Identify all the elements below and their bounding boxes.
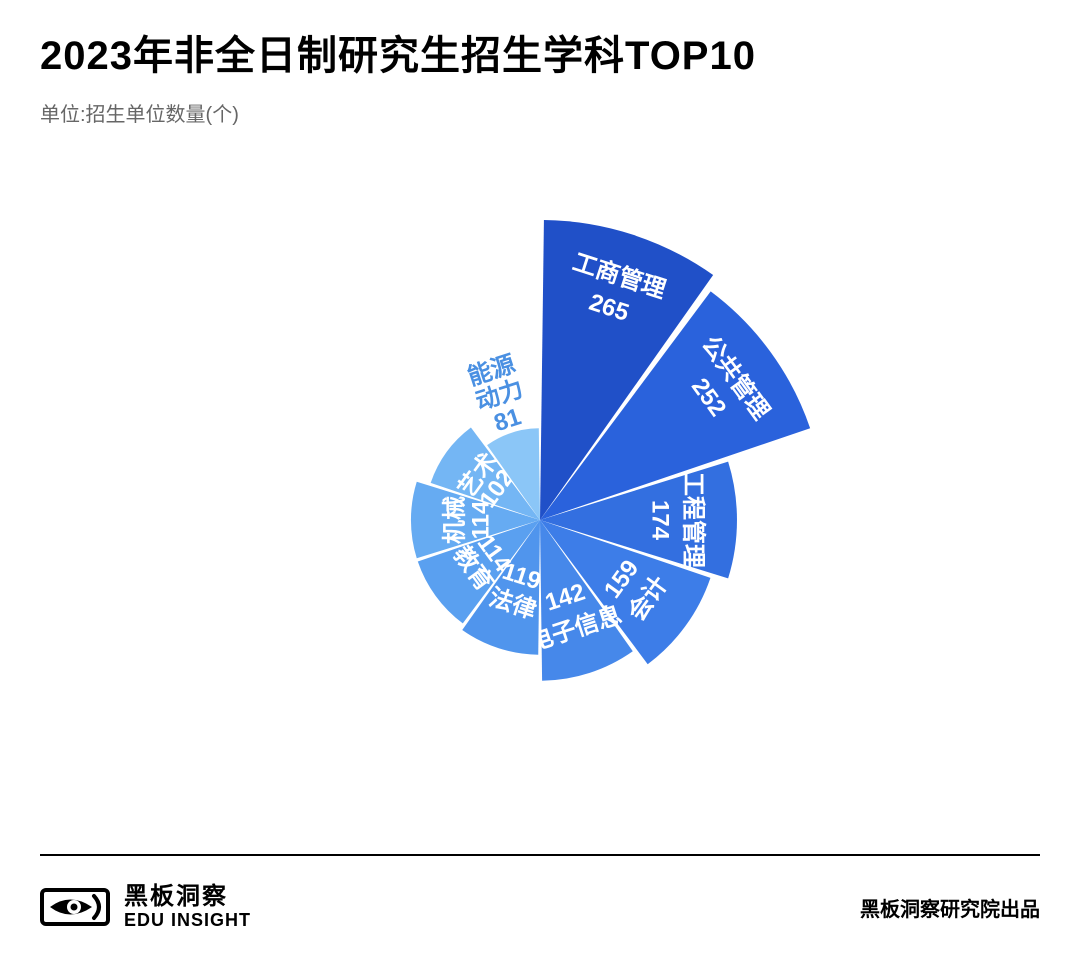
brand-name-en: EDU INSIGHT — [124, 910, 251, 931]
footer-divider — [40, 854, 1040, 856]
brand-block: 黑板洞察 EDU INSIGHT — [40, 882, 251, 932]
brand-logo-icon — [40, 882, 110, 932]
credit-text: 黑板洞察研究院出品 — [860, 893, 1040, 922]
slice-text: 174 — [647, 500, 674, 541]
page-title: 2023年非全日制研究生招生学科TOP10 — [40, 32, 1040, 80]
slice-text: 工程管理 — [680, 472, 708, 568]
slice-text: 机械 — [441, 496, 468, 544]
polar-area-chart: 工商管理265公共管理252工程管理174会计159电子信息142法律119教育… — [0, 150, 1080, 830]
unit-subtitle: 单位:招生单位数量(个) — [40, 98, 1040, 127]
brand-name-cn: 黑板洞察 — [124, 883, 251, 911]
